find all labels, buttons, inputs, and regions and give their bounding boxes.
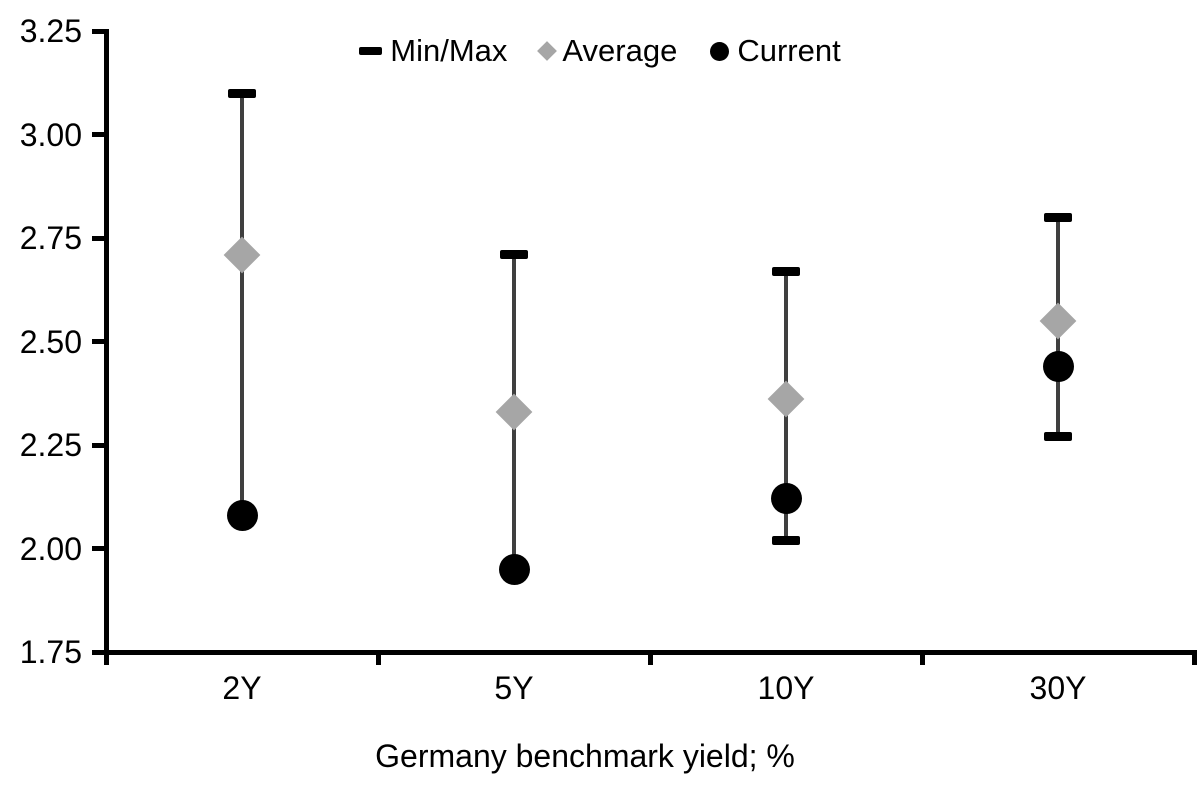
average-diamond-icon (537, 41, 558, 61)
current-marker (498, 553, 530, 585)
legend-item-minmax: Min/Max (359, 28, 507, 74)
y-tick-label: 3.25 (19, 13, 82, 49)
y-tick-label: 2.50 (19, 323, 82, 360)
category-label: 10Y (757, 670, 815, 706)
y-tick (92, 546, 106, 551)
legend-label-current: Current (737, 33, 841, 68)
average-marker (767, 381, 805, 418)
y-tick-label: 2.00 (19, 530, 82, 567)
legend: Min/Max Average Current (0, 28, 1200, 74)
y-tick (92, 132, 106, 137)
legend-label-average: Average (562, 33, 678, 68)
max-cap (772, 266, 800, 276)
whisker-line (240, 93, 244, 516)
y-tick-label: 2.25 (19, 427, 82, 463)
y-tick (92, 442, 106, 448)
average-marker (223, 236, 261, 273)
min-cap (1044, 432, 1072, 442)
max-cap (1044, 212, 1072, 222)
x-tick (1191, 652, 1197, 665)
current-marker (1042, 350, 1074, 382)
max-cap (500, 250, 528, 260)
category-label: 2Y (222, 670, 262, 706)
x-tick (375, 652, 381, 665)
y-tick (92, 235, 106, 241)
y-tick-label: 2.75 (19, 220, 82, 256)
y-tick (92, 339, 106, 344)
min-cap (772, 535, 800, 545)
y-tick (92, 28, 106, 34)
legend-label-minmax: Min/Max (390, 33, 508, 68)
minmax-dash-icon (359, 47, 383, 55)
y-axis-line (103, 29, 109, 652)
average-marker (1039, 302, 1077, 340)
current-circle-icon (710, 41, 730, 61)
category-label: 5Y (494, 670, 534, 706)
x-axis-title: Germany benchmark yield; % (375, 738, 795, 774)
max-cap (228, 88, 256, 98)
average-marker (495, 393, 533, 431)
x-tick (647, 652, 653, 665)
y-tick (92, 649, 106, 655)
x-tick (919, 652, 925, 665)
legend-item-average: Average (537, 28, 678, 74)
category-label: 30Y (1029, 670, 1087, 706)
y-tick-label: 3.00 (19, 116, 82, 153)
legend-item-current: Current (710, 28, 841, 74)
current-marker (226, 499, 258, 531)
current-marker (770, 483, 802, 515)
y-tick-label: 1.75 (19, 634, 82, 670)
x-tick (103, 652, 109, 665)
